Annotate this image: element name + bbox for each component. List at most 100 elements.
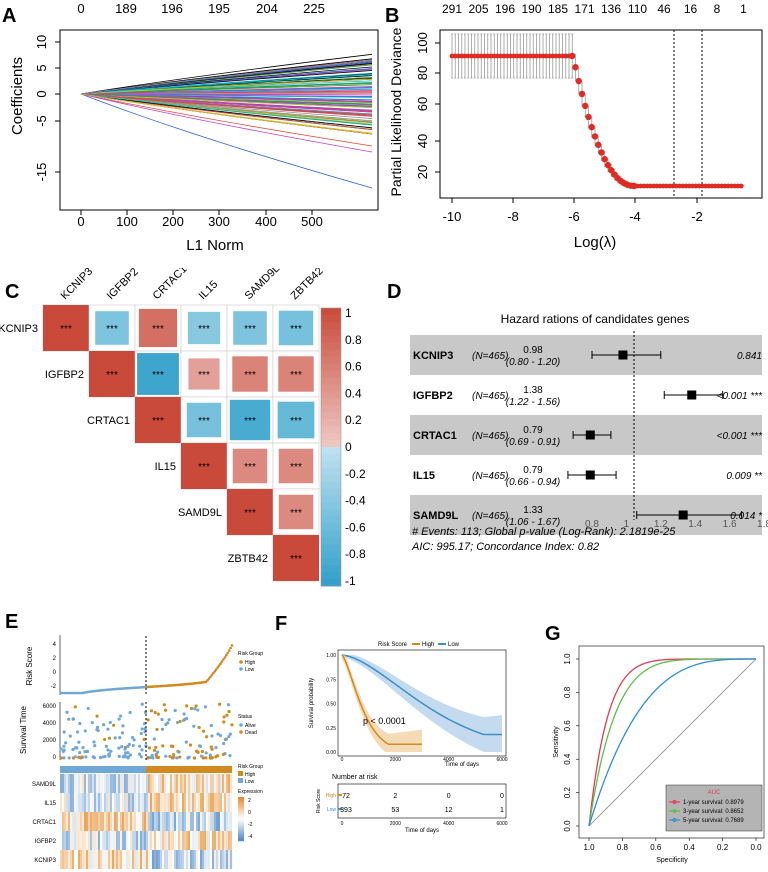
correlation-square — [278, 494, 314, 530]
heatmap-cell — [168, 793, 171, 812]
heatmap-cell — [134, 812, 137, 831]
survival-point — [78, 751, 82, 755]
high-risk-curve — [341, 654, 422, 745]
heatmap-cell — [60, 850, 63, 869]
colorbar-segment — [321, 481, 341, 490]
heatmap-cell — [110, 831, 113, 850]
heatmap-cell — [168, 774, 171, 793]
survival-point — [67, 717, 71, 721]
panel-a: A 0 189 196 195 204 225 10 5 0 -5 -15 0 100 200 300 4… — [0, 0, 385, 268]
heatmap-cell — [72, 850, 75, 869]
x-axis: 0.8 1 1.2 1.4 1.6 1.8 — [585, 519, 768, 530]
roc-plot: G 1.0 0.8 0.6 0.4 0.2 0.0 1.0 0.8 0.6 0.4 0.2 0.0 S… — [545, 623, 765, 864]
survival-point — [203, 705, 208, 709]
heatmap-cell — [78, 793, 81, 812]
heatmap-cell — [226, 774, 229, 793]
heatmap-cell — [156, 774, 159, 793]
heatmap-cell — [80, 850, 83, 869]
colorbar-segment — [321, 328, 341, 337]
survival-point — [95, 714, 99, 718]
survival-point — [200, 749, 204, 754]
survival-point — [153, 710, 157, 715]
heatmap-cell — [174, 812, 177, 831]
heatmap-cell — [142, 831, 145, 850]
survival-point — [113, 736, 117, 740]
expression-colorbar-segment — [238, 830, 244, 833]
risk-point — [209, 675, 212, 679]
heatmap-cell — [210, 850, 213, 869]
survival-tick: 2000 — [43, 738, 57, 744]
heatmap-cell — [162, 774, 165, 793]
top-axis-tick: 185 — [548, 2, 568, 16]
heatmap-cell — [60, 774, 63, 793]
heatmap-cell — [108, 831, 111, 850]
heatmap-cell — [218, 774, 221, 793]
heatmap-cell — [198, 793, 201, 812]
panel-b: B 291 205 196 190 185 171 136 110 46 16 8 1 100 80 60… — [385, 0, 768, 268]
survival-point — [62, 756, 66, 760]
survival-point — [120, 745, 124, 749]
survival-point — [227, 735, 231, 739]
expression-colorbar-segment — [238, 805, 244, 809]
x-axis: -10 -8 -6 -4 -2 — [443, 198, 703, 224]
heatmap-cell — [188, 850, 191, 869]
survival-point — [84, 755, 88, 759]
heatmap-cell — [90, 793, 93, 812]
heatmap-cell — [158, 831, 161, 850]
sample-size: (N=465) — [472, 511, 508, 522]
deviance-point — [595, 141, 602, 149]
expression-legend-title: Expression — [238, 789, 263, 795]
deviance-point — [575, 77, 582, 85]
x-tick-label: 1.2 — [654, 519, 668, 530]
significance-stars: *** — [244, 462, 256, 473]
survival-point — [168, 754, 172, 759]
heatmap-cell — [164, 812, 167, 831]
row-gene-label: CRTAC1 — [87, 415, 130, 427]
survival-point — [93, 744, 97, 748]
heatmap-cell — [220, 831, 223, 850]
auc-legend-marker — [672, 818, 677, 822]
group-legend-high: High — [245, 772, 256, 778]
heatmap-cell — [152, 774, 155, 793]
correlation-square — [43, 305, 89, 351]
heatmap-cell — [136, 812, 139, 831]
heatmap-cell — [106, 774, 109, 793]
heatmap-cell — [72, 812, 75, 831]
risk-tick: 4 — [53, 642, 57, 648]
heatmap-cell — [192, 850, 195, 869]
risk-factor-plot: E 4 2 0 -2 Risk Score 6000 4000 2000 0 Surviva… — [5, 611, 263, 869]
roc-x-tick: 0.0 — [750, 843, 762, 852]
heatmap-cell — [162, 793, 165, 812]
heatmap-cell — [170, 850, 173, 869]
expression-colorbar-segment — [238, 836, 244, 839]
heatmap-cell — [102, 812, 105, 831]
risk-tick: 0 — [53, 670, 57, 676]
heatmap-cell — [104, 812, 107, 831]
x-tick-label: 300 — [208, 214, 230, 229]
survival-point — [62, 730, 66, 734]
group-legend-low: Low — [245, 779, 255, 785]
heatmap-cell — [208, 850, 211, 869]
y-axis-title: Coefficients — [9, 57, 26, 135]
p-value: 0.014 * — [730, 511, 763, 522]
survival-point — [65, 710, 69, 714]
heatmap-cell — [150, 774, 153, 793]
heatmap-cell — [136, 850, 139, 869]
colorbar-segment — [321, 370, 341, 378]
colorbar-tick: 0 — [345, 440, 352, 454]
survival-point — [222, 720, 226, 724]
survival-point — [62, 748, 66, 752]
heatmap-cell — [90, 831, 93, 850]
risk-score-title: Risk Score — [25, 646, 34, 685]
survival-point — [117, 754, 121, 758]
heatmap-cell — [152, 793, 155, 812]
x-tick-label: 1.4 — [688, 519, 702, 530]
heatmap-cell — [172, 774, 175, 793]
survival-point — [194, 704, 198, 708]
x-tick-label: -8 — [507, 209, 519, 224]
heatmap-cell — [80, 831, 83, 850]
survival-point — [172, 753, 176, 757]
heatmap-cell — [176, 850, 179, 869]
heatmap-cell — [112, 850, 115, 869]
